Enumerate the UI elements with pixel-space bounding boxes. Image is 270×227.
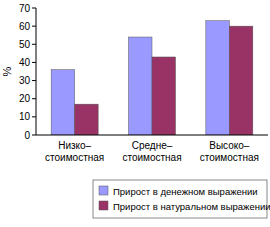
y-tick [32,98,36,99]
y-axis [36,8,37,135]
label-line: стоимостная [122,152,181,163]
x-tick-label: Низко–стоимостная [45,140,104,163]
y-tick-label: 50 [19,39,31,50]
legend-swatch [99,201,108,210]
y-tick [32,62,36,63]
bar [152,57,176,135]
y-tick [32,44,36,45]
legend-swatch [99,186,108,195]
x-axis [36,135,268,136]
bar [229,26,253,135]
y-tick [32,135,36,136]
bar [206,21,230,135]
y-tick-label: 10 [19,111,31,122]
y-tick-label: 0 [24,130,30,141]
y-axis-label: % [1,66,13,76]
x-tick-label: Высоко–стоимостная [200,140,259,163]
y-tick [32,116,36,117]
y-tick-label: 30 [19,75,31,86]
y-tick [32,8,36,9]
chart: %010203040506070Низко–стоимостнаяСредне–… [0,0,270,227]
y-tick [32,80,36,81]
bar [51,70,75,135]
label-line: стоимостная [200,152,259,163]
bar [75,104,99,135]
y-tick-label: 60 [19,21,31,32]
label-line: стоимостная [45,152,104,163]
legend-label: Прирост в денежном выражении [113,186,258,197]
y-tick [32,26,36,27]
bar [129,37,153,135]
legend-label: Прирост в натуральном выражении [113,201,270,212]
label-line: Средне– [132,140,173,151]
label-line: Низко– [58,140,91,151]
bars [51,21,253,135]
y-tick-label: 70 [19,3,31,14]
x-tick-label: Средне–стоимостная [122,140,181,163]
legend-box [93,180,267,218]
label-line: Высоко– [209,140,250,151]
y-tick-label: 20 [19,93,31,104]
y-tick-label: 40 [19,57,31,68]
